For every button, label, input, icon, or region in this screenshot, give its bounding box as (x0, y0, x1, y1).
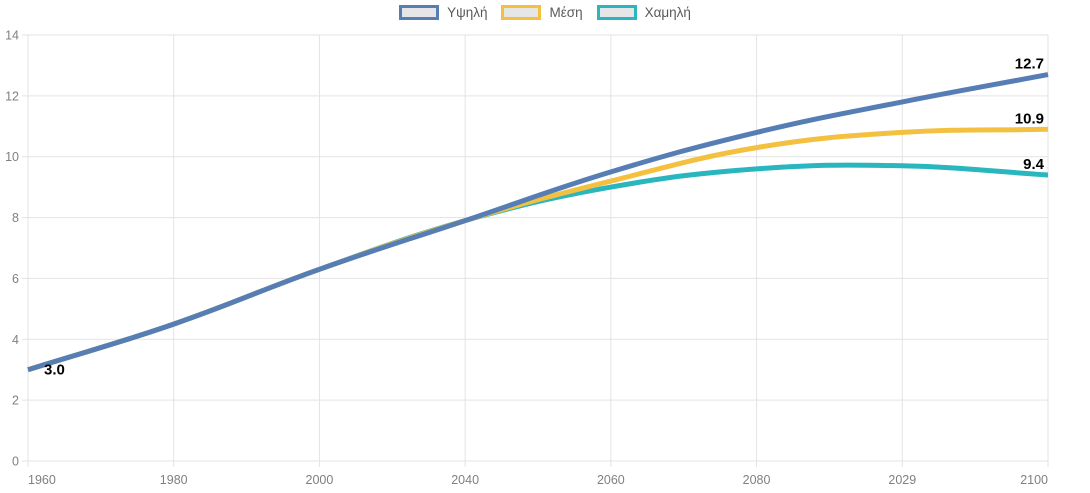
legend-swatch-icon (399, 5, 440, 20)
legend-label: Χαμηλή (644, 5, 691, 20)
legend-swatch-icon (501, 5, 542, 20)
legend-item-2[interactable]: Χαμηλή (596, 5, 691, 20)
y-axis-tick-label: 12 (5, 89, 19, 103)
x-axis-tick-label: 1960 (28, 473, 56, 487)
y-axis-tick-label: 0 (12, 455, 19, 469)
legend-swatch-icon (596, 5, 637, 20)
legend-label: Μέση (549, 5, 583, 20)
y-axis-tick-label: 14 (5, 29, 19, 43)
y-axis-tick-label: 10 (5, 150, 19, 164)
y-axis-tick-label: 2 (12, 394, 19, 408)
series-line-0 (27, 72, 1049, 373)
x-axis-tick-label: 2100 (1020, 473, 1048, 487)
x-axis-tick-label: 2060 (597, 473, 625, 487)
x-axis-tick-label: 2000 (306, 473, 334, 487)
y-axis-tick-label: 4 (12, 333, 19, 347)
data-label: 9.4 (1023, 156, 1045, 173)
legend-item-0[interactable]: Υψηλή (399, 5, 487, 20)
y-axis-tick-label: 6 (12, 272, 19, 286)
x-axis-tick-label: 2029 (888, 473, 916, 487)
y-axis-tick-label: 8 (12, 211, 19, 225)
data-label: 3.0 (44, 362, 65, 379)
legend-item-1[interactable]: Μέση (501, 5, 583, 20)
chart-legend: Υψηλή Μέση Χαμηλή (0, 5, 1090, 20)
legend-label: Υψηλή (447, 5, 488, 20)
data-label: 10.9 (1015, 110, 1044, 127)
x-axis-tick-label: 2040 (451, 473, 479, 487)
data-label: 12.7 (1015, 56, 1044, 73)
x-axis-tick-label: 1980 (160, 473, 188, 487)
x-axis-tick-label: 2080 (743, 473, 771, 487)
